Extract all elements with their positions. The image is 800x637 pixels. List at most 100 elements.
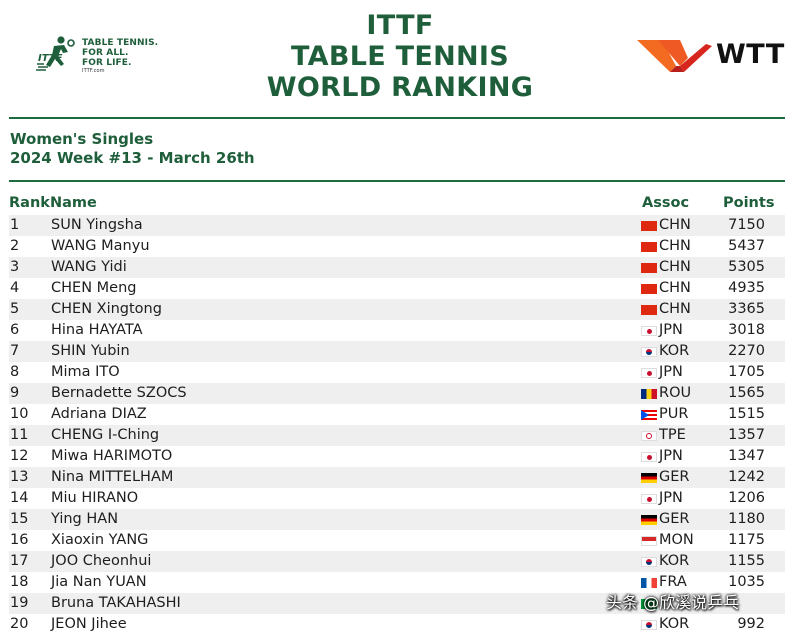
player-name-cell: Hina HAYATA — [51, 322, 143, 338]
player-name-cell: SUN Yingsha — [51, 217, 143, 233]
flag-br-icon — [641, 599, 657, 609]
table-row[interactable]: 8 Mima ITO JPN 1705 — [9, 362, 785, 383]
player-name-cell: Nina MITTELHAM — [51, 469, 174, 485]
rank-cell: 12 — [10, 448, 29, 464]
points-cell: 3018 — [728, 322, 765, 338]
table-row[interactable]: 19 Bruna TAKAHASHI — [9, 593, 785, 614]
assoc-cell: MON — [659, 532, 694, 548]
table-row[interactable]: 11 CHENG I-Ching TPE 1357 — [9, 425, 785, 446]
table-row[interactable]: 16 Xiaoxin YANG MON 1175 — [9, 530, 785, 551]
points-cell: 1705 — [728, 364, 765, 380]
assoc-cell: GER — [659, 511, 690, 527]
flag-cn-icon — [641, 284, 657, 294]
rank-cell: 17 — [10, 553, 29, 569]
points-cell: 1565 — [728, 385, 765, 401]
rank-cell: 9 — [10, 385, 20, 401]
points-cell: 1155 — [728, 553, 765, 569]
assoc-cell: JPN — [659, 322, 683, 338]
ranking-table: Rank Name Assoc Points 1 SUN Yingsha CHN 7 1… — [9, 191, 785, 635]
flag-jp-icon — [641, 452, 657, 462]
flag-cn-icon — [641, 263, 657, 273]
points-cell: 1357 — [728, 427, 765, 443]
player-name-cell: WANG Yidi — [51, 259, 127, 275]
flag-cn-icon — [641, 305, 657, 315]
points-cell: 5305 — [728, 259, 765, 275]
flag-kr-icon — [641, 557, 657, 567]
points-cell: 1180 — [728, 511, 765, 527]
assoc-cell: JPN — [659, 448, 683, 464]
rank-cell: 10 — [10, 406, 29, 422]
player-name-cell: CHEN Meng — [51, 280, 137, 296]
ittf-url: ITTF.com — [82, 68, 105, 74]
header-assoc[interactable]: Assoc — [642, 195, 690, 211]
title-line-3: WORLD RANKING — [266, 72, 534, 103]
flag-kr-icon — [641, 347, 657, 357]
header-rank[interactable]: Rank — [9, 195, 50, 211]
player-name-cell: CHENG I-Ching — [51, 427, 160, 443]
header: ITTF TABLE TENNIS. FOR ALL. FOR LIFE. IT… — [0, 0, 800, 110]
table-row[interactable]: 5 CHEN Xingtong CHN 3365 — [9, 299, 785, 320]
subtitle-divider — [9, 180, 785, 182]
ittf-tagline-line-2: FOR ALL. — [82, 48, 129, 58]
table-row[interactable]: 20 JEON Jihee KOR 992 — [9, 614, 785, 635]
table-row[interactable]: 3 WANG Yidi CHN 5305 — [9, 257, 785, 278]
player-name-cell: Xiaoxin YANG — [51, 532, 149, 548]
table-row[interactable]: 13 Nina MITTELHAM GER 1242 — [9, 467, 785, 488]
assoc-cell: FRA — [659, 574, 687, 590]
table-row[interactable]: 9 Bernadette SZOCS ROU 1565 — [9, 383, 785, 404]
flag-jp-icon — [641, 326, 657, 336]
points-cell: 1035 — [728, 574, 765, 590]
ittf-player-icon: ITTF — [36, 36, 75, 71]
table-row[interactable]: 6 Hina HAYATA JPN 3018 — [9, 320, 785, 341]
wtt-logo[interactable]: WTT — [636, 36, 792, 76]
points-cell: 1515 — [728, 406, 765, 422]
rank-cell: 7 — [10, 343, 20, 359]
points-cell: 5437 — [728, 238, 765, 254]
player-name-cell: Adriana DIAZ — [51, 406, 147, 422]
player-name-cell: WANG Manyu — [51, 238, 150, 254]
player-name-cell: Mima ITO — [51, 364, 120, 380]
player-name-cell: CHEN Xingtong — [51, 301, 162, 317]
ittf-tagline-line-3: FOR LIFE. — [82, 58, 132, 68]
rank-cell: 16 — [10, 532, 29, 548]
points-cell: 3365 — [728, 301, 765, 317]
player-name-cell: Jia Nan YUAN — [51, 574, 147, 590]
ittf-logo[interactable]: ITTF TABLE TENNIS. FOR ALL. FOR LIFE. IT… — [34, 34, 174, 78]
table-row[interactable]: 17 JOO Cheonhui KOR 1155 — [9, 551, 785, 572]
flag-mn-icon — [641, 536, 657, 546]
table-row[interactable]: 2 WANG Manyu CHN 5437 — [9, 236, 785, 257]
rank-cell: 8 — [10, 364, 20, 380]
table-row[interactable]: 7 SHIN Yubin KOR 2270 — [9, 341, 785, 362]
table-row[interactable]: 18 Jia Nan YUAN FRA 1035 — [9, 572, 785, 593]
player-name-cell: JOO Cheonhui — [51, 553, 152, 569]
rank-cell: 3 — [10, 259, 20, 275]
flag-tpe-icon — [641, 431, 657, 441]
svg-text:ITTF: ITTF — [38, 53, 63, 64]
table-row[interactable]: 4 CHEN Meng CHN 4935 — [9, 278, 785, 299]
rank-cell: 15 — [10, 511, 29, 527]
title-line-1: ITTF — [366, 10, 434, 41]
rank-cell: 13 — [10, 469, 29, 485]
assoc-cell: CHN — [659, 280, 691, 296]
ranking-subtitle: Women's Singles 2024 Week #13 - March 26… — [10, 130, 255, 168]
ittf-tagline-line-1: TABLE TENNIS. — [82, 38, 159, 48]
table-row[interactable]: 10 Adriana DIAZ PUR 1515 — [9, 404, 785, 425]
points-cell: 1175 — [728, 532, 765, 548]
table-row[interactable]: 15 Ying HAN GER 1180 — [9, 509, 785, 530]
points-cell: 1206 — [728, 490, 765, 506]
rank-cell: 1 — [10, 217, 20, 233]
assoc-cell: TPE — [659, 427, 686, 443]
table-row[interactable]: 12 Miwa HARIMOTO JPN 1347 — [9, 446, 785, 467]
header-divider — [9, 117, 785, 119]
rank-cell: 14 — [10, 490, 29, 506]
assoc-cell: JPN — [659, 364, 683, 380]
title-line-2: TABLE TENNIS — [291, 41, 509, 72]
rank-cell: 4 — [10, 280, 20, 296]
table-row[interactable]: 14 Miu HIRANO JPN 1206 — [9, 488, 785, 509]
flag-ro-icon — [641, 389, 657, 399]
wtt-wing-icon — [637, 40, 712, 72]
header-points[interactable]: Points — [723, 195, 775, 211]
rank-cell: 18 — [10, 574, 29, 590]
header-name[interactable]: Name — [50, 195, 97, 211]
table-row[interactable]: 1 SUN Yingsha CHN 7150 — [9, 215, 785, 236]
